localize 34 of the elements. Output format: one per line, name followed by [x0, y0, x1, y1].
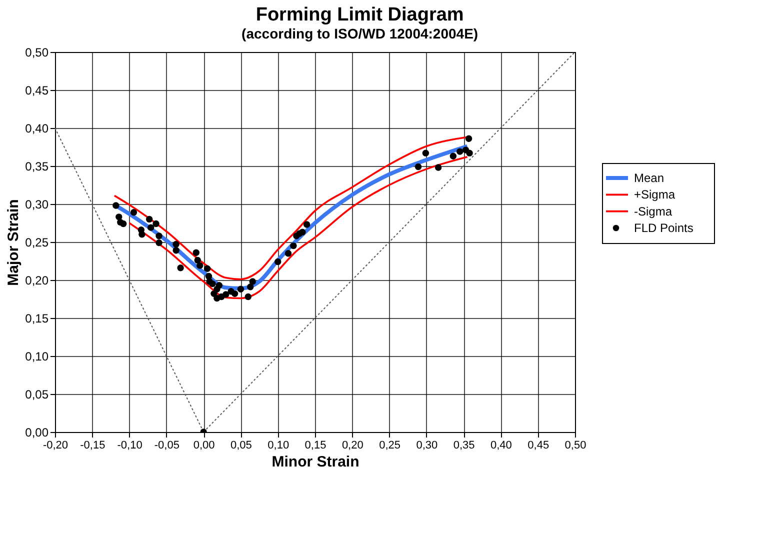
chart-title: Forming Limit Diagram: [256, 4, 464, 26]
y-tick-label: 0,05: [25, 388, 49, 402]
y-tick-label: 0,10: [25, 350, 49, 364]
y-tick-label: 0,20: [25, 274, 49, 288]
x-tick-label: 0,45: [528, 440, 550, 452]
y-axis-title: Major Strain: [5, 199, 22, 286]
legend-label: FLD Points: [634, 221, 694, 235]
x-tick-label: 0,40: [490, 440, 512, 452]
y-tick-label: 0,30: [25, 198, 49, 212]
x-tick-label: 0,50: [564, 440, 586, 452]
x-tick-label: 0,05: [230, 440, 252, 452]
x-tick-label: -0,10: [117, 440, 142, 452]
x-tick-label: 0,10: [268, 440, 290, 452]
legend-label: Mean: [634, 171, 664, 185]
chart-subtitle: (according to ISO/WD 12004:2004E): [242, 26, 478, 42]
x-tick-label: 0,35: [453, 440, 475, 452]
y-tick-label: 0,35: [25, 160, 49, 174]
y-tick-label: 0,45: [25, 84, 49, 98]
x-tick-label: -0,15: [80, 440, 106, 452]
y-tick-label: 0,15: [25, 312, 49, 326]
legend-label: +Sigma: [634, 188, 676, 202]
y-tick-label: 0,25: [25, 236, 49, 250]
x-tick-label: 0,20: [342, 440, 364, 452]
x-tick-label: 0,00: [193, 440, 215, 452]
y-tick-label: 0,50: [25, 46, 49, 60]
x-tick-label: 0,25: [379, 440, 400, 452]
y-tick-label: 0,40: [25, 122, 49, 136]
x-tick-label: -0,05: [154, 440, 180, 452]
x-tick-label: -0,20: [42, 440, 68, 452]
legend-label: -Sigma: [634, 204, 672, 218]
y-tick-label: 0,00: [25, 426, 49, 440]
x-axis-title: Minor Strain: [272, 454, 360, 470]
x-tick-label: 0,30: [416, 440, 438, 452]
x-tick-label: 0,15: [304, 440, 326, 452]
